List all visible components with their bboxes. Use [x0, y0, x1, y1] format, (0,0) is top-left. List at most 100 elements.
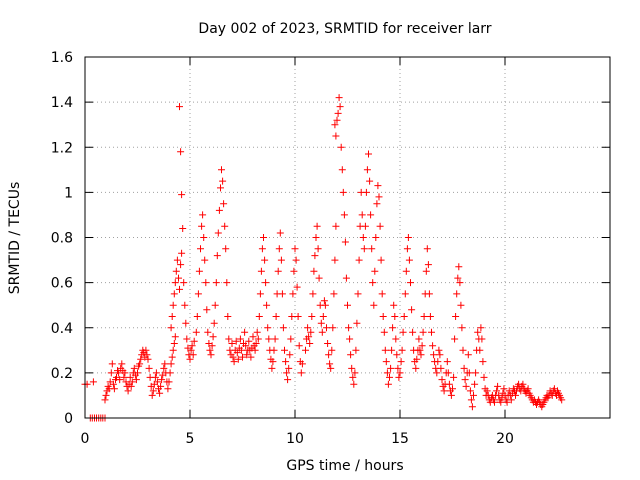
data-point [169, 301, 177, 309]
data-point [290, 267, 298, 275]
data-point [115, 369, 123, 377]
data-point [317, 319, 325, 327]
data-point [287, 335, 295, 343]
y-tick-label: 0.6 [51, 276, 73, 292]
data-point [311, 252, 319, 260]
data-point [396, 369, 404, 377]
data-point [278, 290, 286, 298]
data-point [110, 385, 118, 393]
data-point [512, 391, 519, 399]
data-point [519, 380, 527, 388]
data-point [186, 355, 194, 363]
data-point [134, 369, 141, 377]
axis-ticks: 0 0.2 0.4 0.6 0.8 1 1.2 1.4 1.6 0 5 10 15 20 [51, 50, 610, 447]
data-point [276, 229, 284, 237]
x-tick-label: 0 [81, 431, 90, 447]
data-point [237, 346, 245, 354]
data-point [359, 234, 367, 241]
data-point [264, 324, 272, 332]
data-point [379, 313, 387, 320]
data-point [165, 378, 173, 386]
data-point [203, 306, 211, 314]
data-point [241, 328, 249, 336]
data-point [312, 234, 320, 241]
data-point [375, 193, 383, 201]
data-point [121, 369, 129, 377]
data-point [457, 301, 465, 309]
data-point [372, 234, 380, 241]
data-point [293, 283, 301, 291]
data-point [192, 328, 200, 336]
data-point [394, 364, 402, 372]
data-point [161, 360, 169, 368]
data-point [435, 346, 443, 354]
data-point [223, 279, 231, 287]
data-point [175, 274, 182, 282]
data-point [381, 346, 389, 354]
data-point [324, 340, 332, 347]
data-point [251, 346, 259, 354]
data-point [144, 355, 152, 363]
data-point [474, 328, 482, 336]
data-point [219, 177, 227, 185]
data-point [391, 313, 399, 320]
data-point [308, 313, 316, 320]
data-point [429, 342, 437, 350]
data-point [424, 261, 432, 269]
data-point [407, 279, 414, 287]
data-point [230, 358, 238, 366]
data-point [338, 166, 346, 174]
data-point [213, 252, 221, 260]
data-point [208, 342, 216, 350]
data-point [405, 256, 413, 264]
data-point [445, 380, 453, 388]
data-point [261, 256, 269, 264]
data-point [176, 103, 183, 111]
data-point [269, 358, 277, 366]
data-point [449, 385, 456, 393]
data-point [358, 211, 366, 219]
data-point [132, 376, 140, 384]
data-point [373, 200, 381, 208]
data-point [386, 373, 393, 381]
data-point [462, 382, 470, 390]
data-point [346, 335, 354, 343]
data-point [330, 290, 338, 298]
data-point [160, 364, 168, 372]
data-point [366, 177, 374, 185]
data-point [224, 313, 232, 320]
data-point [339, 188, 347, 196]
y-tick-label: 0.4 [51, 321, 73, 337]
data-point [447, 391, 455, 399]
data-point [157, 382, 165, 390]
data-point [344, 301, 351, 309]
data-point [148, 391, 156, 399]
data-point [153, 378, 161, 386]
data-point [254, 335, 262, 343]
data-point [218, 166, 225, 174]
chart-title: Day 002 of 2023, SRMTID for receiver lar… [198, 21, 491, 37]
data-point [167, 324, 175, 332]
data-point [199, 211, 207, 219]
x-tick-label: 10 [286, 431, 304, 447]
data-point [331, 121, 339, 129]
data-point [170, 290, 178, 298]
data-point [128, 378, 136, 386]
data-point [190, 337, 198, 345]
data-point [188, 342, 196, 350]
data-point [268, 364, 276, 372]
data-point [228, 340, 236, 347]
data-point [349, 373, 357, 381]
data-point [390, 301, 398, 309]
data-point [171, 333, 179, 341]
data-point [319, 313, 327, 320]
data-point [404, 234, 412, 241]
data-point [252, 340, 260, 347]
data-point [395, 373, 403, 381]
data-point [332, 222, 340, 230]
data-point [420, 313, 428, 320]
data-point [464, 351, 472, 359]
data-point [249, 333, 257, 341]
data-point [178, 249, 186, 257]
